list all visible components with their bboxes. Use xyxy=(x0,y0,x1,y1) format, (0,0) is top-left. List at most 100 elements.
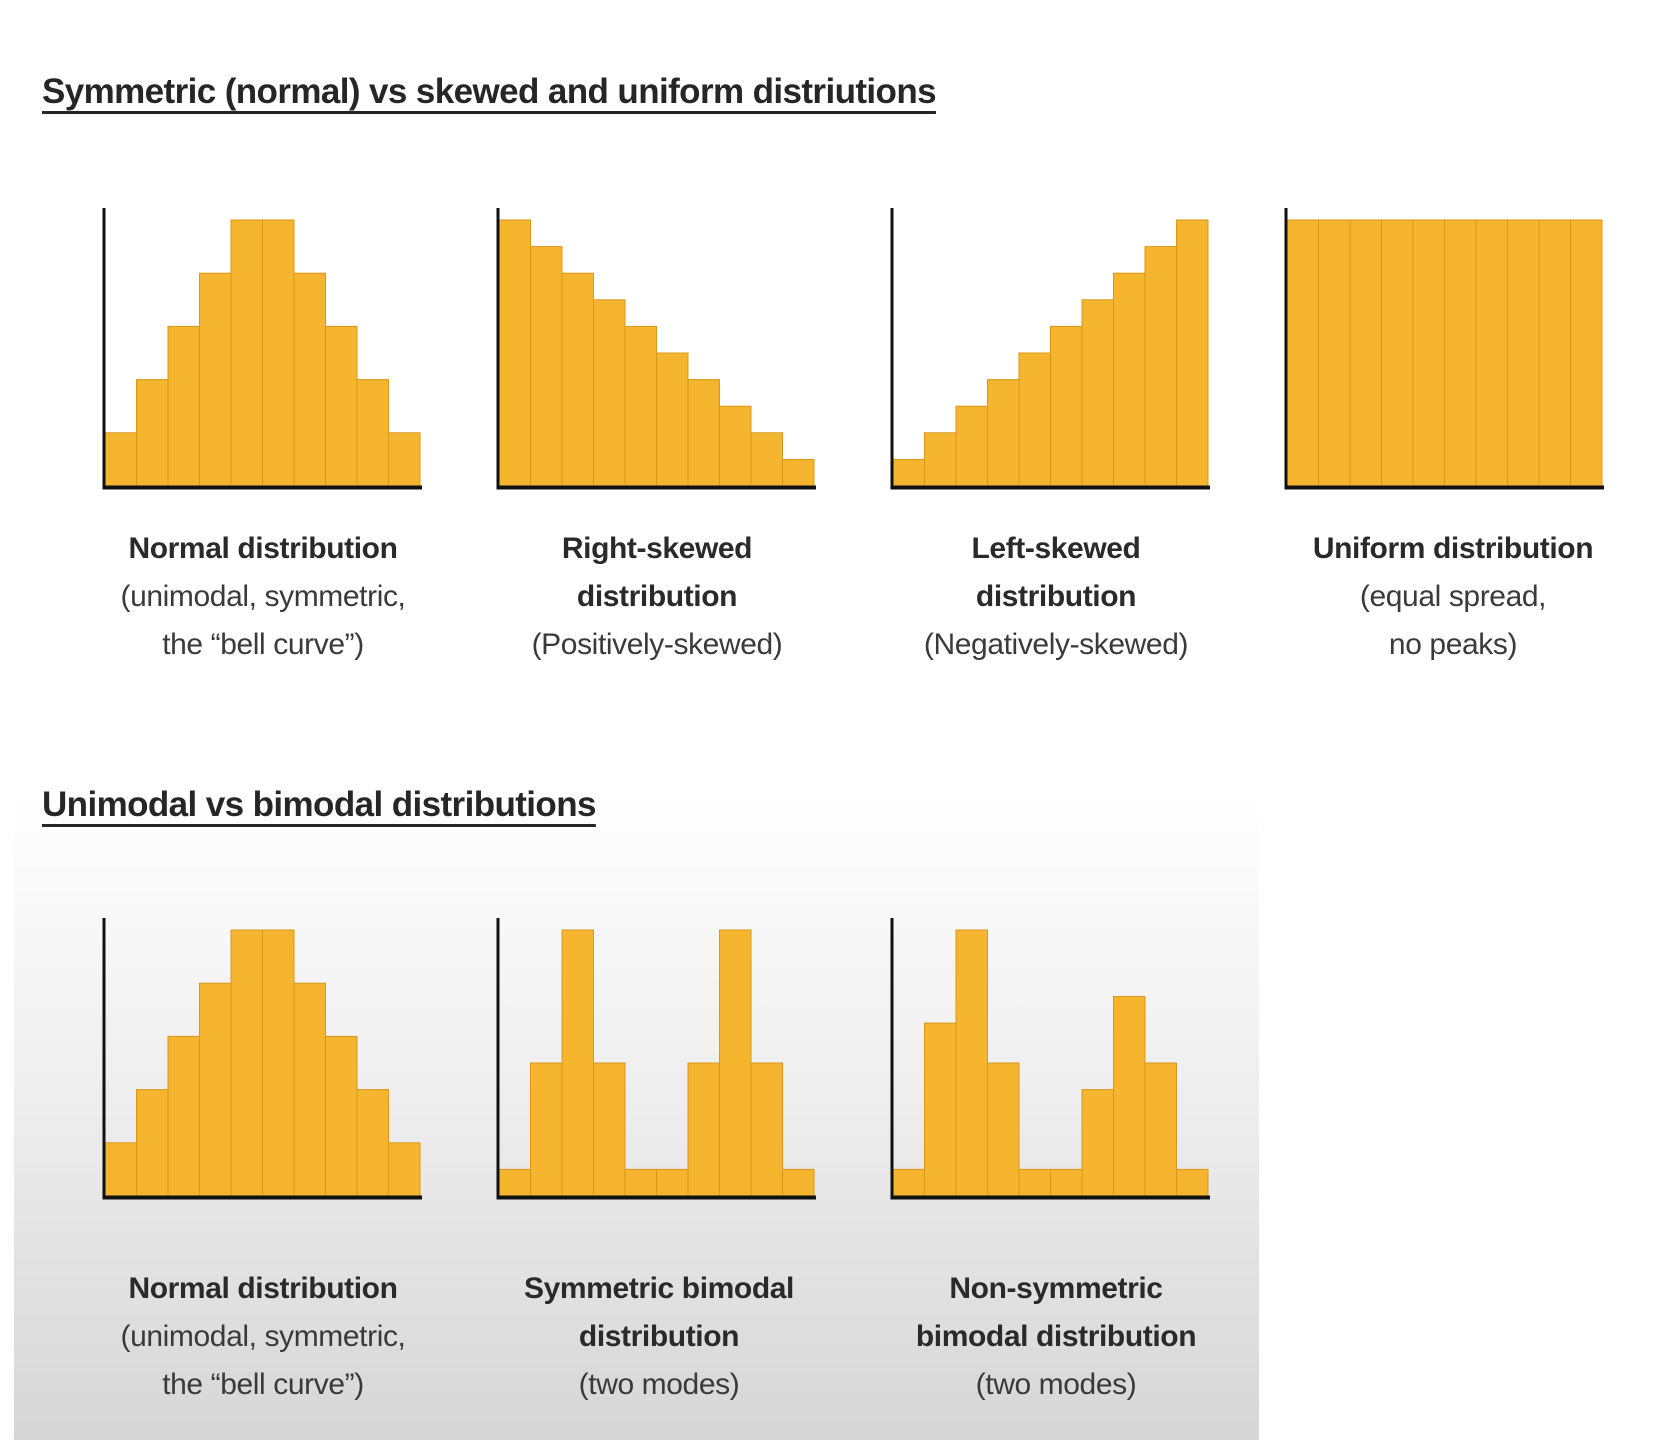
histogram-bar xyxy=(656,352,689,487)
histogram-bar xyxy=(955,405,988,487)
caption-title: Uniform distribution xyxy=(1312,532,1594,565)
histogram-bar xyxy=(230,219,263,487)
histogram-bar xyxy=(262,219,295,487)
histogram-bar xyxy=(924,432,957,487)
histogram-bar xyxy=(1144,246,1177,487)
histogram-bar xyxy=(136,379,169,487)
histogram-bar xyxy=(593,1062,626,1197)
histogram-bar xyxy=(1475,219,1508,487)
caption-subtitle: (equal spread, xyxy=(1359,580,1547,613)
histogram-bar xyxy=(782,1168,815,1197)
histogram-bar xyxy=(104,432,137,487)
caption-title: Symmetric bimodal xyxy=(524,1272,794,1305)
histogram-bar xyxy=(1286,219,1319,487)
histogram-bar xyxy=(1570,219,1603,487)
histogram-bar xyxy=(624,325,657,487)
histogram-bar xyxy=(104,1142,137,1197)
caption-title: Non-symmetric xyxy=(949,1272,1163,1305)
histogram-bar xyxy=(388,1142,421,1197)
histogram-bar xyxy=(1113,996,1146,1197)
histogram-bar xyxy=(687,1062,720,1197)
histogram-bar xyxy=(1081,299,1114,487)
histogram-bar xyxy=(293,982,326,1197)
histogram-bar xyxy=(356,379,389,487)
histogram-bar xyxy=(356,1089,389,1197)
histogram-bar xyxy=(687,379,720,487)
histogram-bar xyxy=(1144,1062,1177,1197)
histogram-bar xyxy=(199,982,232,1197)
chart-non-symmetric-bimodal-distribution xyxy=(890,918,1210,1200)
caption-left-skewed: Left-skewed distribution (Negatively-ske… xyxy=(866,525,1246,669)
histogram-bar xyxy=(1176,219,1209,487)
histogram-bar xyxy=(1412,219,1445,487)
histogram-bar xyxy=(262,929,295,1197)
chart-normal-distribution-2 xyxy=(102,918,422,1200)
histogram-bar xyxy=(955,929,988,1197)
histogram-bar xyxy=(498,1168,531,1197)
caption-normal-distribution: Normal distribution (unimodal, symmetric… xyxy=(73,525,453,669)
caption-subtitle: the “bell curve”) xyxy=(162,1368,364,1401)
histogram-bar xyxy=(1018,352,1051,487)
histogram-bar xyxy=(1538,219,1571,487)
chart-symmetric-bimodal-distribution xyxy=(496,918,816,1200)
histogram-bar xyxy=(1349,219,1382,487)
histogram-bar xyxy=(987,1062,1020,1197)
histogram-bar xyxy=(498,219,531,487)
histogram-bar xyxy=(1050,1168,1083,1197)
caption-title: distribution xyxy=(578,1320,740,1353)
histogram-bar xyxy=(1050,325,1083,487)
histogram-bar xyxy=(1381,219,1414,487)
caption-subtitle: no peaks) xyxy=(1388,628,1518,661)
caption-title: Left-skewed xyxy=(971,532,1141,565)
caption-symmetric-bimodal: Symmetric bimodal distribution (two mode… xyxy=(469,1265,849,1409)
section-title-unimodal-bimodal: Unimodal vs bimodal distributions xyxy=(42,785,596,824)
histogram-bar xyxy=(719,405,752,487)
caption-title: bimodal distribution xyxy=(915,1320,1197,1353)
caption-subtitle: (Negatively-skewed) xyxy=(923,628,1189,661)
histogram-bar xyxy=(1318,219,1351,487)
histogram-bar xyxy=(1176,1168,1209,1197)
caption-subtitle: (unimodal, symmetric, xyxy=(120,580,406,613)
caption-subtitle: (unimodal, symmetric, xyxy=(120,1320,406,1353)
caption-normal-distribution-2: Normal distribution (unimodal, symmetric… xyxy=(73,1265,453,1409)
histogram-bar xyxy=(561,272,594,487)
histogram-bar xyxy=(167,325,200,487)
histogram-bar xyxy=(892,458,925,487)
histogram-bar xyxy=(719,929,752,1197)
caption-non-symmetric-bimodal: Non-symmetric bimodal distribution (two … xyxy=(866,1265,1246,1409)
caption-subtitle: (two modes) xyxy=(578,1368,740,1401)
histogram-bar xyxy=(325,325,358,487)
chart-right-skewed-distribution xyxy=(496,208,816,490)
caption-title: Normal distribution xyxy=(128,1272,398,1305)
caption-right-skewed: Right-skewed distribution (Positively-sk… xyxy=(467,525,847,669)
caption-title: Normal distribution xyxy=(128,532,398,565)
section-title-skewed-uniform: Symmetric (normal) vs skewed and uniform… xyxy=(42,72,937,111)
caption-uniform-distribution: Uniform distribution (equal spread, no p… xyxy=(1263,525,1643,669)
histogram-bar xyxy=(530,246,563,487)
caption-title: distribution xyxy=(576,580,738,613)
histogram-bar xyxy=(987,379,1020,487)
histogram-bar xyxy=(230,929,263,1197)
histogram-bar xyxy=(1081,1089,1114,1197)
histogram-bar xyxy=(924,1022,957,1197)
chart-left-skewed-distribution xyxy=(890,208,1210,490)
histogram-bar xyxy=(656,1168,689,1197)
histogram-bar xyxy=(167,1035,200,1197)
histogram-bar xyxy=(1018,1168,1051,1197)
histogram-bar xyxy=(892,1168,925,1197)
chart-normal-distribution xyxy=(102,208,422,490)
caption-subtitle: (two modes) xyxy=(975,1368,1137,1401)
histogram-bar xyxy=(1507,219,1540,487)
caption-title: Right-skewed xyxy=(561,532,753,565)
histogram-bar xyxy=(293,272,326,487)
caption-subtitle: the “bell curve”) xyxy=(162,628,364,661)
histogram-bar xyxy=(1444,219,1477,487)
histogram-bar xyxy=(624,1168,657,1197)
caption-title: distribution xyxy=(975,580,1137,613)
histogram-bar xyxy=(530,1062,563,1197)
histogram-bar xyxy=(325,1035,358,1197)
histogram-bar xyxy=(750,1062,783,1197)
histogram-bar xyxy=(136,1089,169,1197)
histogram-bar xyxy=(199,272,232,487)
histogram-bar xyxy=(561,929,594,1197)
